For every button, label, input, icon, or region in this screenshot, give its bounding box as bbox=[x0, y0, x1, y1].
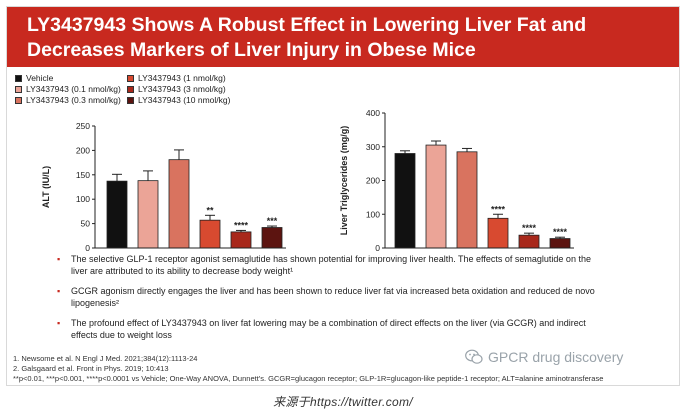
legend-swatch bbox=[15, 85, 22, 93]
significance-label: **** bbox=[491, 204, 506, 214]
bar bbox=[199, 219, 221, 249]
bullet-text: The selective GLP-1 receptor agonist sem… bbox=[71, 254, 591, 264]
legend-item-1: LY3437943 (1 nmol/kg) bbox=[127, 73, 226, 83]
legend-swatch bbox=[15, 74, 22, 82]
y-axis-label: Liver Triglycerides (mg/g) bbox=[339, 126, 349, 236]
legend-item-vehicle: Vehicle bbox=[15, 73, 53, 83]
y-tick-label: 0 bbox=[85, 243, 90, 253]
bar bbox=[106, 180, 128, 249]
significance-label: ** bbox=[206, 205, 214, 215]
bullet-text: The profound effect of LY3437943 on live… bbox=[71, 318, 586, 328]
y-tick-label: 400 bbox=[366, 108, 380, 118]
y-tick-label: 0 bbox=[375, 243, 380, 253]
bar bbox=[394, 153, 416, 249]
legend-label: Vehicle bbox=[26, 73, 54, 83]
y-axis-label: ALT (IU/L) bbox=[41, 166, 51, 208]
title-bar: LY3437943 Shows A Robust Effect in Lower… bbox=[7, 7, 679, 67]
significance-label: **** bbox=[522, 223, 537, 233]
image-caption: 来源于https://twitter.com/ bbox=[273, 395, 413, 409]
y-tick-label: 250 bbox=[76, 121, 90, 131]
bar bbox=[261, 227, 283, 249]
legend-item-0-3: LY3437943 (0.3 nmol/kg) bbox=[15, 95, 121, 105]
bullet-item: ▪ The selective GLP-1 receptor agonist s… bbox=[57, 253, 663, 277]
bar bbox=[549, 238, 571, 249]
legend-label: LY3437943 (10 nmol/kg) bbox=[138, 95, 231, 105]
bullet-item: ▪ The profound effect of LY3437943 on li… bbox=[57, 317, 663, 341]
slide: LY3437943 Shows A Robust Effect in Lower… bbox=[6, 6, 680, 386]
legend-label: LY3437943 (0.3 nmol/kg) bbox=[26, 95, 121, 105]
legend-swatch bbox=[127, 96, 134, 104]
bar bbox=[518, 234, 540, 249]
references: 1. Newsome et al. N Engl J Med. 2021;384… bbox=[13, 354, 603, 384]
significance-label: *** bbox=[267, 216, 278, 226]
bar bbox=[168, 159, 190, 249]
y-tick-label: 100 bbox=[366, 209, 380, 219]
bar bbox=[137, 180, 159, 249]
bullet-text: lipogenesis² bbox=[71, 298, 120, 308]
legend-item-10: LY3437943 (10 nmol/kg) bbox=[127, 95, 230, 105]
watermark-text: GPCR drug discovery bbox=[488, 349, 624, 365]
bullet-marker: ▪ bbox=[57, 286, 61, 296]
y-tick-label: 200 bbox=[76, 145, 90, 155]
significance-label: **** bbox=[234, 220, 249, 230]
bar bbox=[230, 231, 252, 249]
bar bbox=[456, 151, 478, 249]
bullet-text: effects due to weight loss bbox=[71, 330, 172, 340]
legend-label: LY3437943 (0.1 nmol/kg) bbox=[26, 84, 121, 94]
y-tick-label: 200 bbox=[366, 176, 380, 186]
bullet-marker: ▪ bbox=[57, 318, 61, 328]
legend-swatch bbox=[127, 74, 134, 82]
significance-label: **** bbox=[553, 227, 568, 237]
wechat-icon bbox=[465, 349, 483, 364]
legend-label: LY3437943 (3 nmol/kg) bbox=[138, 84, 226, 94]
bullet-item: ▪ GCGR agonism directly engages the live… bbox=[57, 285, 663, 309]
legend-swatch bbox=[15, 96, 22, 104]
legend-swatch bbox=[127, 85, 134, 93]
watermark: GPCR drug discovery bbox=[465, 349, 623, 365]
reference-2: 2. Galsgaard et al. Front in Phys. 2019;… bbox=[13, 364, 169, 373]
slide-title-line-2: Decreases Markers of Liver Injury in Obe… bbox=[27, 39, 476, 61]
bullet-text: GCGR agonism directly engages the liver … bbox=[71, 286, 595, 296]
bullet-marker: ▪ bbox=[57, 254, 61, 264]
legend: Vehicle LY3437943 (0.1 nmol/kg) LY343794… bbox=[15, 73, 315, 113]
y-tick-label: 300 bbox=[366, 142, 380, 152]
reference-1: 1. Newsome et al. N Engl J Med. 2021;384… bbox=[13, 354, 198, 363]
bar bbox=[425, 144, 447, 249]
y-tick-label: 50 bbox=[81, 219, 91, 229]
slide-title-line-1: LY3437943 Shows A Robust Effect in Lower… bbox=[27, 14, 587, 36]
footnote: **p<0.01, ***p<0.001, ****p<0.0001 vs Ve… bbox=[13, 374, 604, 383]
bar bbox=[487, 217, 509, 249]
bullet-text: liver are attributed to its ability to d… bbox=[71, 266, 294, 276]
legend-item-3: LY3437943 (3 nmol/kg) bbox=[127, 84, 226, 94]
liver-triglycerides-bar-chart: 0 100 200 300 400 Liver Triglycerides (mg/g) *… bbox=[339, 108, 574, 253]
legend-label: LY3437943 (1 nmol/kg) bbox=[138, 73, 226, 83]
y-tick-label: 100 bbox=[76, 194, 90, 204]
y-tick-label: 150 bbox=[76, 170, 90, 180]
legend-item-0-1: LY3437943 (0.1 nmol/kg) bbox=[15, 84, 121, 94]
